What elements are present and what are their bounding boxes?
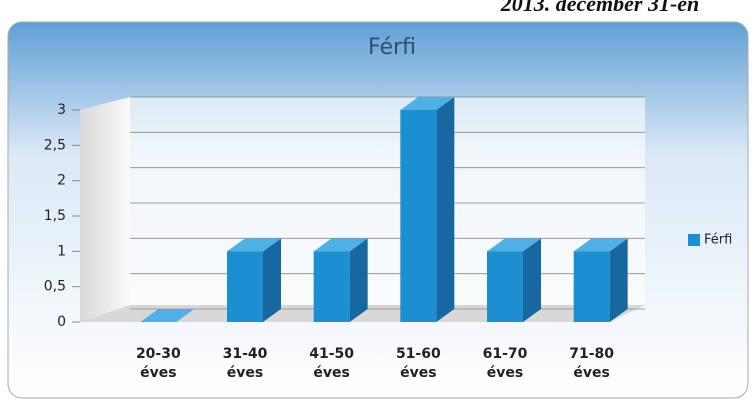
x-tick-label: 51-60 éves bbox=[395, 346, 441, 381]
y-tick-label: 3 bbox=[57, 102, 66, 118]
y-tick-label: 2,5 bbox=[44, 137, 66, 153]
y-tick-label: 1,5 bbox=[44, 208, 66, 224]
back-wall bbox=[130, 97, 645, 305]
x-tick-label: 41-50 éves bbox=[309, 346, 355, 381]
y-tick-label: 0,5 bbox=[44, 279, 66, 295]
bar-top bbox=[227, 238, 281, 252]
y-tick-label: 1 bbox=[57, 243, 66, 259]
bar bbox=[573, 251, 610, 322]
bar-side bbox=[263, 238, 281, 322]
bar-side bbox=[609, 238, 628, 322]
bar-side bbox=[436, 97, 455, 322]
page-title: 2013. december 31-én bbox=[500, 0, 700, 16]
x-tick-label: 71-80 éves bbox=[569, 346, 615, 381]
chart-title: Férfi bbox=[368, 35, 416, 60]
bar bbox=[227, 251, 263, 322]
bar bbox=[400, 110, 437, 322]
legend-label: Férfi bbox=[704, 233, 732, 248]
bar-top bbox=[140, 309, 195, 322]
bar-top bbox=[400, 97, 455, 110]
bar bbox=[313, 251, 350, 322]
legend-swatch bbox=[688, 234, 700, 246]
bar-side bbox=[523, 238, 541, 322]
bar-side bbox=[349, 238, 368, 322]
y-tick-label: 2 bbox=[57, 173, 66, 189]
bar-top bbox=[573, 238, 628, 252]
bar-top bbox=[487, 238, 541, 252]
x-tick-label: 20-30 éves bbox=[135, 346, 181, 381]
x-tick-label: 31-40 éves bbox=[222, 346, 268, 381]
side-wall bbox=[80, 97, 130, 322]
x-tick-label: 61-70 éves bbox=[482, 346, 528, 381]
y-tick-label: 0 bbox=[57, 314, 66, 330]
bar bbox=[487, 251, 523, 322]
bar-top bbox=[313, 238, 368, 252]
